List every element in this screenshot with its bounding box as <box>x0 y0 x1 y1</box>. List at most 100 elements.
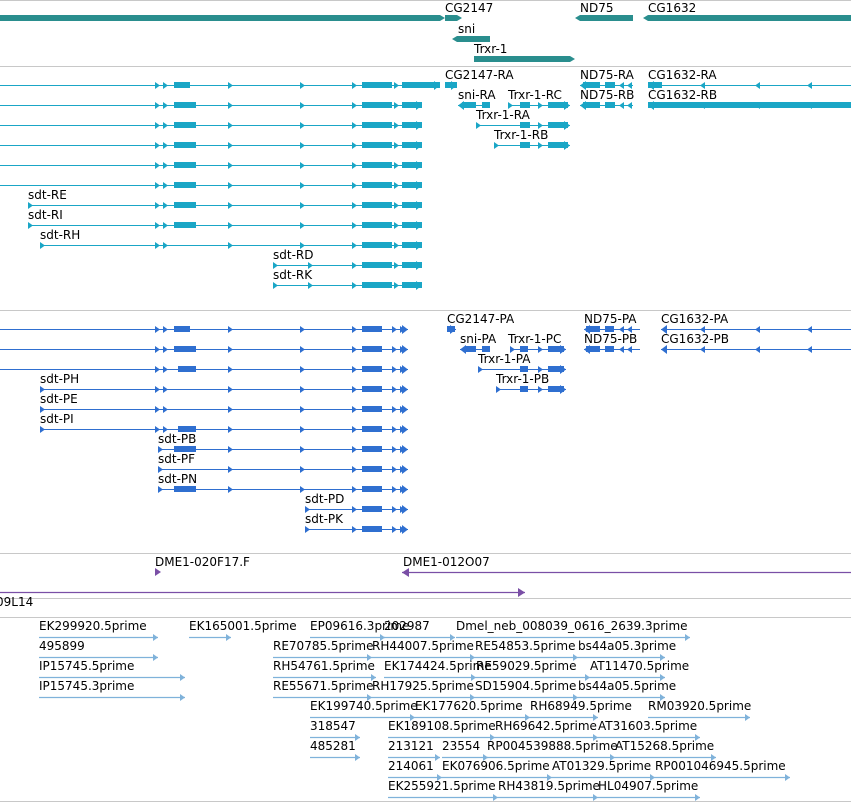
est-feature[interactable]: RM03920.5prime <box>648 699 751 721</box>
transcript-feature[interactable]: CG1632-RB <box>648 88 851 110</box>
est-feature[interactable]: AT11470.5prime <box>590 659 689 681</box>
transcript-feature[interactable] <box>0 141 422 150</box>
transcript-feature[interactable]: ND75-RB <box>580 88 634 110</box>
transcript-feature[interactable]: Trxr-1-RA <box>475 108 570 130</box>
est-feature[interactable]: EK076906.5prime <box>442 759 552 781</box>
est-feature[interactable]: AT15268.5prime <box>615 739 716 761</box>
transcript-feature[interactable] <box>0 101 422 110</box>
protein-feature[interactable]: sdt-PB <box>158 432 408 454</box>
transcript-feature[interactable] <box>0 81 440 90</box>
est-arrow-icon <box>593 714 598 721</box>
est-feature[interactable]: RH54761.5prime <box>273 659 376 681</box>
transcript-feature[interactable]: Trxr-1-RC <box>507 88 570 110</box>
protein-feature[interactable]: CG1632-PA <box>661 312 851 334</box>
protein-feature[interactable]: ND75-PB <box>584 332 640 354</box>
protein-feature[interactable] <box>0 365 408 374</box>
protein-feature[interactable]: sdt-PD <box>305 492 408 514</box>
gene-feature[interactable]: CG1632 <box>643 1 851 21</box>
est-feature[interactable]: EP09616.3prime <box>310 619 409 641</box>
est-feature[interactable]: RE55671.5prime <box>273 679 374 701</box>
transcript-feature[interactable]: CG2147-RA <box>445 68 514 90</box>
bac-clone-feature[interactable]: DME1-020F17.F <box>155 555 250 576</box>
strand-arrow-icon <box>28 222 33 229</box>
protein-feature[interactable]: ND75-PA <box>584 312 640 334</box>
gene-feature[interactable]: ND75 <box>575 1 633 21</box>
transcript-feature[interactable]: sni-RA <box>458 88 496 110</box>
protein-feature[interactable]: sdt-PF <box>158 452 408 474</box>
est-arrow-icon <box>153 634 158 641</box>
est-feature[interactable]: 23554 <box>442 739 488 761</box>
est-feature[interactable]: EK189108.5prime <box>388 719 496 741</box>
strand-end-arrow-icon <box>450 325 456 334</box>
transcript-feature[interactable]: sdt-RI <box>28 208 422 230</box>
gene-feature[interactable]: Trxr-1 <box>473 42 575 62</box>
est-feature[interactable]: RH68949.5prime <box>530 699 632 721</box>
bac-clone-feature[interactable]: DME1-012O07 <box>402 555 851 577</box>
gene-feature[interactable]: sni <box>452 22 490 42</box>
est-feature[interactable]: RH69642.5prime <box>495 719 598 741</box>
protein-feature[interactable]: Trxr-1-PA <box>477 352 566 374</box>
est-feature[interactable]: AT01329.5prime <box>552 759 655 781</box>
protein-feature[interactable]: CG2147-PA <box>447 312 515 334</box>
transcript-feature[interactable] <box>0 181 422 190</box>
est-feature[interactable]: EK177620.5prime <box>415 699 530 721</box>
est-feature[interactable]: RE70785.5prime <box>273 639 374 661</box>
protein-feature[interactable]: sni-PA <box>460 332 497 354</box>
protein-feature[interactable]: Trxr-1-PC <box>507 332 566 354</box>
gene-feature[interactable] <box>0 15 445 21</box>
est-feature[interactable]: bs44a05.5prime <box>578 679 676 701</box>
est-feature[interactable]: RE54853.5prime <box>475 639 578 661</box>
transcript-feature[interactable] <box>0 161 422 170</box>
bac-clone-feature[interactable]: 09L14 <box>0 588 525 609</box>
transcript-feature[interactable]: Trxr-1-RB <box>493 128 570 150</box>
strand-arrow-icon <box>619 346 624 353</box>
est-feature[interactable]: EK174424.5prime <box>384 659 492 681</box>
est-feature[interactable]: RP004539888.5prime <box>487 739 618 761</box>
est-feature[interactable]: 318547 <box>310 719 360 741</box>
strand-arrow-icon <box>619 82 624 89</box>
est-feature[interactable]: EK199740.5prime <box>310 699 418 721</box>
transcript-feature[interactable] <box>0 121 422 130</box>
protein-feature[interactable] <box>0 325 408 334</box>
est-feature[interactable]: IP15745.5prime <box>39 659 185 681</box>
protein-feature[interactable]: sdt-PK <box>305 512 408 534</box>
transcript-feature[interactable]: sdt-RK <box>273 268 422 290</box>
est-feature[interactable]: 495899 <box>39 639 158 661</box>
transcript-exon-block <box>174 102 196 108</box>
est-feature[interactable]: Dmel_neb_008039_0616_2639.3prime <box>456 619 690 641</box>
protein-feature[interactable]: sdt-PI <box>40 412 408 434</box>
transcript-feature[interactable]: CG1632-RA <box>648 68 851 90</box>
gene-feature[interactable]: CG2147 <box>445 1 493 21</box>
est-feature[interactable]: EK255921.5prime <box>388 779 498 801</box>
transcript-feature[interactable]: sdt-RH <box>40 228 422 250</box>
est-feature[interactable]: RP001046945.5prime <box>655 759 790 781</box>
bac-arrow-icon <box>518 588 525 597</box>
transcript-feature[interactable]: sdt-RD <box>273 248 422 270</box>
est-feature[interactable]: RH44007.5prime <box>372 639 475 661</box>
protein-feature[interactable]: CG1632-PB <box>661 332 851 354</box>
est-feature[interactable]: 214061 <box>388 759 442 781</box>
est-label: RH69642.5prime <box>495 719 597 733</box>
protein-feature[interactable]: sdt-PH <box>40 372 408 394</box>
transcript-feature[interactable]: sdt-RE <box>28 188 422 210</box>
est-feature[interactable]: 213121 <box>388 739 440 761</box>
protein-feature[interactable]: Trxr-1-PB <box>495 372 566 394</box>
est-feature[interactable]: EK165001.5prime <box>189 619 297 641</box>
est-feature[interactable]: RH17925.5prime <box>372 679 475 701</box>
protein-feature[interactable] <box>0 345 408 354</box>
est-feature[interactable]: AT31603.5prime <box>598 719 700 741</box>
est-feature[interactable]: 485281 <box>310 739 360 761</box>
est-feature[interactable]: RH43819.5prime <box>498 779 600 801</box>
est-feature[interactable]: SD15904.5prime <box>475 679 578 701</box>
est-feature[interactable]: 202987 <box>384 619 455 641</box>
est-label: RE59029.5prime <box>476 659 577 673</box>
strand-arrow-icon <box>300 222 305 229</box>
est-feature[interactable]: bs44a05.3prime <box>578 639 676 661</box>
protein-feature[interactable]: sdt-PN <box>158 472 408 494</box>
est-feature[interactable]: IP15745.3prime <box>39 679 185 701</box>
protein-feature[interactable]: sdt-PE <box>40 392 408 414</box>
est-feature[interactable]: HL04907.5prime <box>598 779 700 801</box>
transcript-feature[interactable]: ND75-RA <box>580 68 635 90</box>
est-feature[interactable]: EK299920.5prime <box>39 619 158 641</box>
est-feature[interactable]: RE59029.5prime <box>476 659 590 681</box>
